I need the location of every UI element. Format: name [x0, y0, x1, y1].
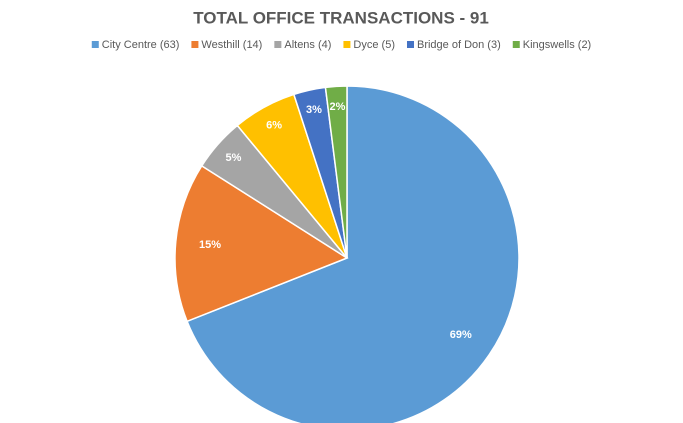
data-label: 5% [226, 152, 242, 164]
legend-label: Altens (4) [284, 39, 331, 51]
pie-slice [324, 85, 348, 259]
legend-label: City Centre (63) [102, 39, 180, 51]
data-label: 2% [330, 101, 346, 113]
legend-swatch [274, 41, 282, 48]
legend-swatch [406, 41, 414, 48]
legend-label: Kingswells (2) [523, 39, 591, 51]
legend-swatch [191, 41, 199, 48]
legend-label: Westhill (14) [201, 39, 262, 51]
legend-swatch [91, 41, 99, 48]
pie-slice [174, 164, 349, 323]
data-label: 3% [306, 104, 322, 116]
legend-label: Bridge of Don (3) [417, 39, 501, 51]
data-label: 15% [199, 239, 221, 251]
data-label: 6% [266, 119, 282, 131]
pie-slice [186, 85, 520, 423]
chart-title: TOTAL OFFICE TRANSACTIONS - 91 [193, 8, 489, 27]
data-label: 69% [450, 329, 472, 341]
legend-swatch [512, 41, 520, 48]
legend-swatch [343, 41, 351, 48]
legend-label: Dyce (5) [353, 39, 395, 51]
legend: City Centre (63) Westhill (14) Altens (4) D… [91, 39, 591, 51]
